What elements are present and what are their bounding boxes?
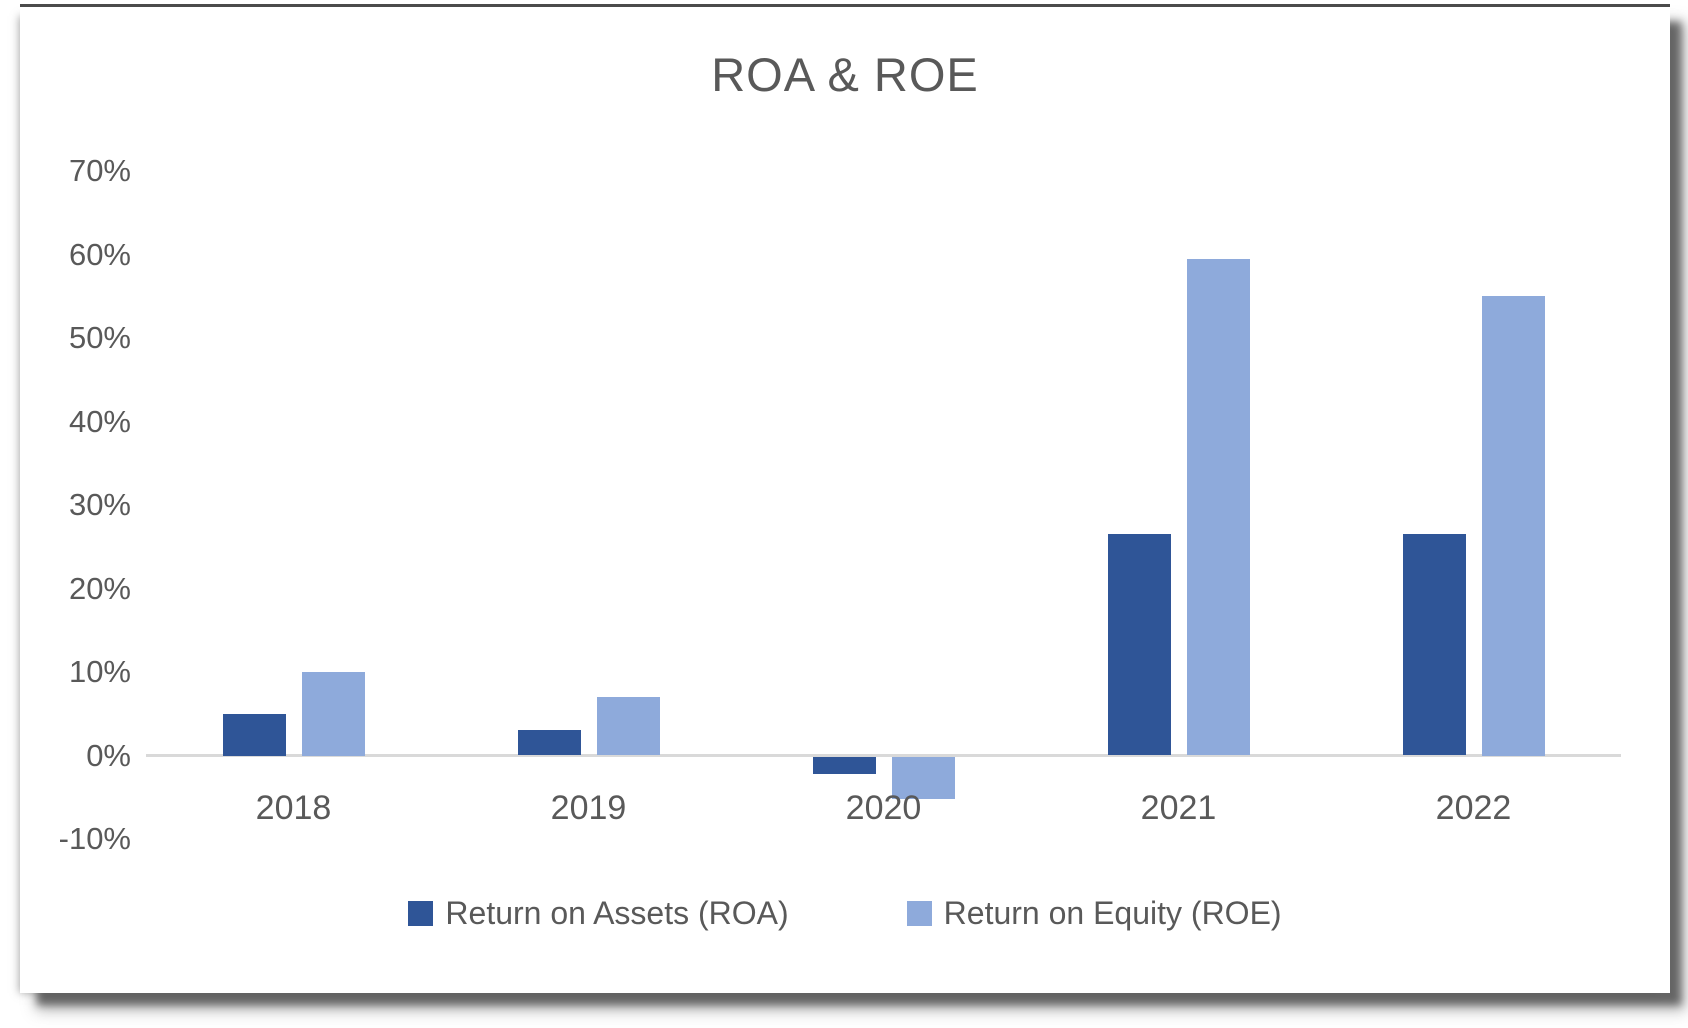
x-axis-line [146,754,1621,757]
bar-roa-2022 [1402,534,1466,756]
chart-card: ROA & ROE 70% 60% 50% 40% 30% 20% 10% 0% -10% 201… [20,4,1670,993]
y-axis-tick-label: 30% [68,487,131,522]
legend-label: Return on Equity (ROE) [943,895,1282,931]
chart-legend: Return on Assets (ROA) Return on Equity (… [20,895,1670,932]
bar-roe-2018 [301,672,365,756]
legend-item-roa: Return on Assets (ROA) [408,895,789,932]
bar-roa-2021 [1107,534,1171,756]
y-axis-tick-label: 20% [68,570,131,606]
bar-roa-2018 [222,713,286,756]
legend-label: Return on Assets (ROA) [445,895,789,931]
y-axis-tick-label: 10% [68,654,131,689]
chart-title: ROA & ROE [711,48,979,101]
y-axis-tick-label: 50% [68,320,131,355]
x-axis-category-label: 2022 [1435,789,1512,827]
legend-swatch-icon [408,901,434,926]
x-axis-category-label: 2018 [255,789,332,827]
x-axis-category-label: 2020 [845,789,922,827]
bar-roe-2019 [596,697,660,756]
legend-item-roe: Return on Equity (ROE) [906,895,1282,932]
bar-roa-2020 [812,757,876,774]
y-axis-tick-label: 0% [86,737,131,773]
bar-roe-2022 [1481,296,1545,756]
x-axis-category-label: 2021 [1140,789,1217,827]
bar-roe-2021 [1186,258,1250,756]
y-axis-tick-label: 40% [68,403,131,439]
x-axis-category-label: 2019 [550,789,627,827]
y-axis-tick-label: -10% [58,821,131,856]
y-axis-tick-label: 60% [68,236,131,272]
bar-roe-2020 [891,757,955,799]
bar-roa-2019 [517,730,581,756]
y-axis-tick-label: 70% [68,153,131,188]
legend-swatch-icon [906,901,932,926]
plot-area: 70% 60% 50% 40% 30% 20% 10% 0% -10% 2018 2019 2020 2… [59,153,1621,856]
